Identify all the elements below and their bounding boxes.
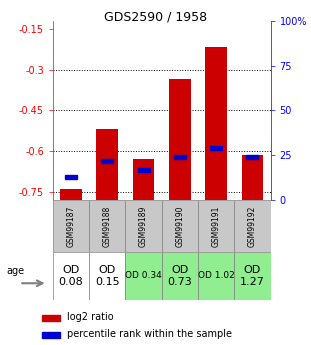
Bar <box>60 189 82 200</box>
Text: GSM99190: GSM99190 <box>175 205 184 247</box>
Bar <box>42 315 60 321</box>
Bar <box>89 200 125 252</box>
Text: GSM99189: GSM99189 <box>139 205 148 247</box>
Bar <box>137 168 150 171</box>
Bar <box>133 159 155 200</box>
Bar <box>242 155 263 200</box>
Bar <box>53 200 89 252</box>
Bar <box>169 79 191 200</box>
Text: GDS2590 / 1958: GDS2590 / 1958 <box>104 10 207 23</box>
Bar <box>198 200 234 252</box>
Bar <box>198 252 234 300</box>
Bar <box>210 146 222 150</box>
Text: OD 1.02: OD 1.02 <box>198 272 234 280</box>
Text: OD
1.27: OD 1.27 <box>240 265 265 287</box>
Bar <box>234 252 271 300</box>
Bar <box>96 129 118 200</box>
Bar <box>234 200 271 252</box>
Text: OD
0.15: OD 0.15 <box>95 265 120 287</box>
Bar <box>65 175 77 179</box>
Text: percentile rank within the sample: percentile rank within the sample <box>67 329 232 339</box>
Bar <box>174 155 186 159</box>
Bar <box>53 252 89 300</box>
Bar <box>89 252 125 300</box>
Text: log2 ratio: log2 ratio <box>67 312 114 322</box>
Text: age: age <box>6 266 24 276</box>
Text: GSM99191: GSM99191 <box>212 205 220 247</box>
Bar <box>42 332 60 338</box>
Text: GSM99187: GSM99187 <box>67 205 76 247</box>
Text: OD
0.08: OD 0.08 <box>59 265 83 287</box>
Bar <box>162 252 198 300</box>
Bar <box>162 200 198 252</box>
Text: GSM99192: GSM99192 <box>248 205 257 247</box>
Text: OD 0.34: OD 0.34 <box>125 272 162 280</box>
Bar <box>205 47 227 200</box>
Bar <box>101 159 113 162</box>
Bar <box>246 155 258 159</box>
Bar <box>125 200 162 252</box>
Text: OD
0.73: OD 0.73 <box>168 265 192 287</box>
Bar <box>125 252 162 300</box>
Text: GSM99188: GSM99188 <box>103 205 112 247</box>
